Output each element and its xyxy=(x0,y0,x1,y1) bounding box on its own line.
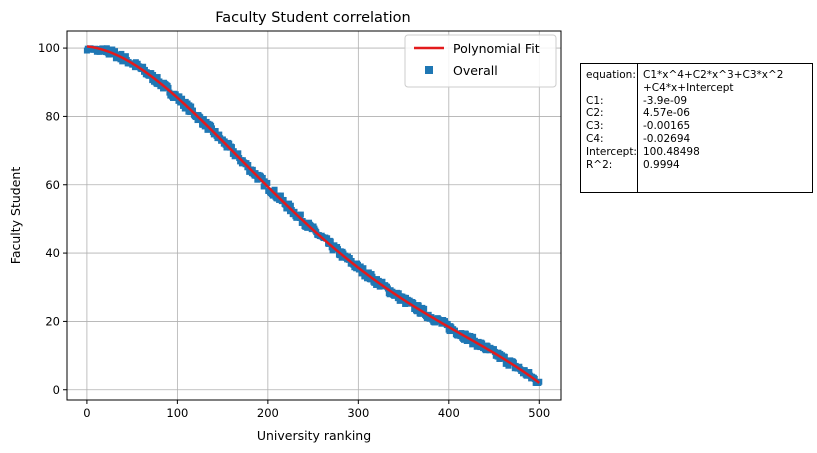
scatter-point xyxy=(418,309,425,316)
equation-table: equation: C1: C2: C3: C4: Intercept: R^2… xyxy=(580,63,813,193)
scatter-point xyxy=(470,333,477,340)
scatter-point xyxy=(221,138,228,145)
scatter-point xyxy=(510,359,517,366)
scatter-point xyxy=(327,238,334,245)
x-tick-label: 500 xyxy=(528,406,550,420)
scatter-point xyxy=(216,131,223,138)
scatter-point xyxy=(112,48,119,55)
table-key: C3: xyxy=(586,120,604,133)
table-key: C4: xyxy=(586,132,604,145)
x-tick-label: 400 xyxy=(438,406,460,420)
scatter-point xyxy=(271,186,278,193)
x-tick-label: 100 xyxy=(166,406,188,420)
x-tick-label: 0 xyxy=(83,406,90,420)
y-tick-label: 40 xyxy=(45,246,60,260)
legend-label-polynomial-fit: Polynomial Fit xyxy=(453,41,540,56)
scatter-point xyxy=(373,281,380,288)
chart-title: Faculty Student correlation xyxy=(215,10,410,26)
table-value: -0.02694 xyxy=(643,132,691,145)
y-tick-label: 0 xyxy=(53,383,60,397)
scatter-point xyxy=(165,84,172,91)
scatter-point xyxy=(201,123,208,130)
scatter-point xyxy=(421,305,428,312)
table-value: C1*x^4+C2*x^3+C3*x^2 xyxy=(643,69,784,81)
scatter-point xyxy=(505,362,512,369)
scatter-point xyxy=(249,166,256,173)
equation-table-keys: equation: C1: C2: C3: C4: Intercept: R^2… xyxy=(581,64,638,192)
scatter-point xyxy=(254,176,261,183)
scatter-point xyxy=(212,128,219,135)
scatter-point xyxy=(415,302,422,309)
table-value: 100.48498 xyxy=(643,145,700,158)
scatter-point xyxy=(118,50,125,57)
fit-line-series xyxy=(86,45,541,384)
scatter-point xyxy=(150,71,157,78)
scatter-point xyxy=(277,192,284,199)
legend: Polynomial Fit Overall xyxy=(404,34,557,88)
y-tick-label: 60 xyxy=(45,178,60,192)
y-tick-label: 20 xyxy=(45,314,60,328)
scatter-series xyxy=(83,45,543,386)
scatter-point xyxy=(122,53,129,60)
y-tick-label: 80 xyxy=(45,109,60,123)
scatter-point xyxy=(297,211,304,218)
scatter-point xyxy=(284,204,291,211)
table-value: 4.57e-06 xyxy=(643,107,690,120)
scatter-point xyxy=(501,353,508,360)
scatter-point xyxy=(264,179,271,186)
scatter-point xyxy=(179,95,186,102)
fit-line xyxy=(86,45,541,384)
legend-label-overall: Overall xyxy=(453,63,498,78)
x-tick-label: 300 xyxy=(347,406,369,420)
axis-ticks: 0 100 200 300 400 500 0 20 40 60 80 100 xyxy=(38,41,550,420)
y-axis-label: Faculty Student xyxy=(8,167,23,265)
scatter-point xyxy=(479,340,486,347)
axes-frame xyxy=(66,30,562,401)
scatter-point xyxy=(287,202,294,209)
scatter-point xyxy=(228,144,235,151)
scatter-point xyxy=(259,174,266,181)
scatter-point xyxy=(204,126,211,133)
table-key: R^2: xyxy=(586,158,613,171)
scatter-point xyxy=(379,278,386,285)
scatter-point xyxy=(245,162,252,169)
scatter-point xyxy=(160,85,167,92)
scatter-point xyxy=(181,105,188,112)
table-key: equation: xyxy=(586,69,636,81)
table-key xyxy=(586,82,633,95)
scatter-point xyxy=(359,269,366,276)
scatter-point xyxy=(154,74,161,81)
table-key: C1: xyxy=(586,94,604,107)
equation-table-values: C1*x^4+C2*x^3+C3*x^2 +C4*x+Intercept -3.… xyxy=(638,64,787,192)
table-value: -0.00165 xyxy=(643,120,691,133)
scatter-point xyxy=(280,196,287,203)
scatter-point xyxy=(360,265,367,272)
scatter-point xyxy=(526,369,533,376)
scatter-point xyxy=(140,63,147,70)
scatter-point xyxy=(103,45,110,52)
y-tick-label: 100 xyxy=(38,41,60,55)
scatter-point xyxy=(521,367,528,374)
scatter-point xyxy=(209,125,216,132)
legend-swatch-overall xyxy=(425,66,433,74)
scatter-point xyxy=(235,150,242,157)
table-value: 0.9994 xyxy=(643,158,680,171)
x-tick-label: 200 xyxy=(257,406,279,420)
table-value: -3.9e-09 xyxy=(643,94,688,107)
table-value: +C4*x+Intercept xyxy=(643,81,734,94)
table-key: Intercept: xyxy=(586,145,637,158)
x-axis-label: University ranking xyxy=(257,428,371,443)
scatter-point xyxy=(188,103,195,110)
table-key: C2: xyxy=(586,107,604,120)
